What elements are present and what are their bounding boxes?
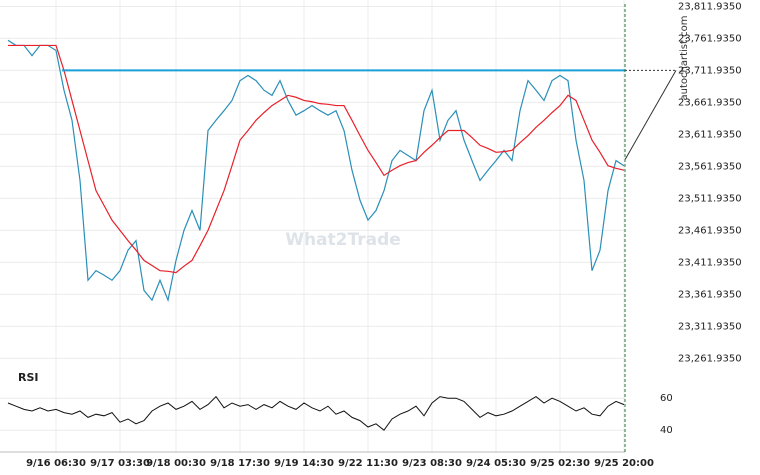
y-tick-label: 23,461.9350: [678, 225, 742, 236]
x-tick-label: 9/25 02:30: [530, 458, 590, 469]
y-tick-label: 23,761.9350: [678, 33, 742, 44]
y-tick-label: 23,661.9350: [678, 97, 742, 108]
y-tick-label: 23,311.9350: [678, 321, 742, 332]
y-tick-label: 23,811.9350: [678, 1, 742, 12]
y-tick-label: 23,511.9350: [678, 193, 742, 204]
y-tick-label: 23,411.9350: [678, 257, 742, 268]
x-tick-label: 9/18 17:30: [210, 458, 270, 469]
x-tick-label: 9/24 05:30: [466, 458, 526, 469]
y-tick-label: 40: [660, 425, 673, 436]
x-tick-label: 9/25 20:00: [594, 458, 654, 469]
source-label: autochartist.com: [679, 16, 690, 101]
moving-average: [8, 44, 625, 274]
x-tick-label: 9/17 03:30: [90, 458, 150, 469]
x-tick-label: 9/19 14:30: [274, 458, 334, 469]
y-tick-label: 23,561.9350: [678, 161, 742, 172]
y-tick-label: 23,261.9350: [678, 353, 742, 364]
y-tick-label: 23,711.9350: [678, 65, 742, 76]
y-tick-label: 23,361.9350: [678, 289, 742, 300]
rsi-title: RSI: [18, 371, 39, 384]
price-line: [7, 39, 625, 303]
x-tick-label: 9/22 11:30: [338, 458, 398, 469]
x-tick-label: 9/18 00:30: [146, 458, 206, 469]
projection-line: [624, 70, 677, 160]
x-tick-label: 9/16 06:30: [26, 458, 86, 469]
y-tick-label: 60: [660, 393, 673, 404]
watermark: What2Trade: [285, 230, 401, 250]
rsi-line: [7, 395, 625, 431]
x-tick-label: 9/23 08:30: [402, 458, 462, 469]
y-tick-label: 23,611.9350: [678, 129, 742, 140]
